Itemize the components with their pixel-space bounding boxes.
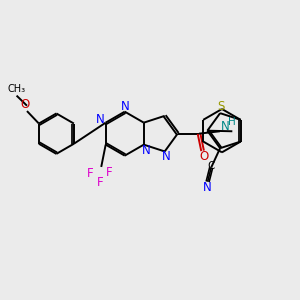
- Text: C: C: [207, 161, 214, 171]
- Text: H: H: [228, 117, 236, 127]
- Text: CH₃: CH₃: [8, 84, 26, 94]
- Text: F: F: [87, 167, 93, 180]
- Text: N: N: [142, 143, 151, 157]
- Text: N: N: [202, 181, 211, 194]
- Text: N: N: [96, 112, 105, 126]
- Text: O: O: [21, 98, 30, 111]
- Text: S: S: [217, 100, 224, 113]
- Text: F: F: [106, 166, 113, 179]
- Text: F: F: [96, 176, 103, 189]
- Text: N: N: [121, 100, 130, 113]
- Text: N: N: [162, 150, 171, 163]
- Text: O: O: [200, 150, 209, 163]
- Text: N: N: [221, 120, 230, 133]
